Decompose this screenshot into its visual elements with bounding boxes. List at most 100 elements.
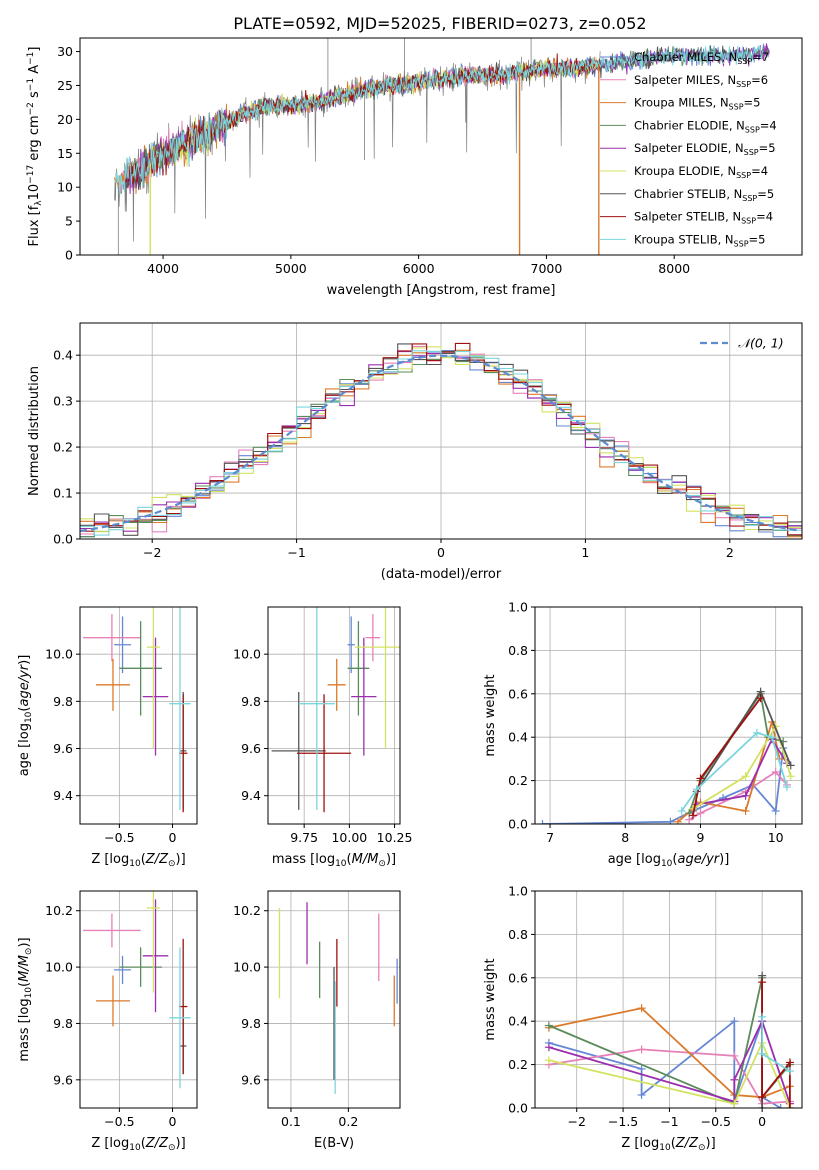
y-tick-label: 0 (65, 248, 73, 263)
x-tick-label: 0 (169, 830, 177, 845)
y-axis-label: Normed distribution (27, 366, 42, 496)
errorbar-point (327, 658, 346, 711)
x-tick-label: 8 (621, 830, 629, 845)
model-spectrum-line (114, 57, 598, 195)
weight-marker (730, 1099, 739, 1108)
errorbar-point (147, 891, 160, 993)
y-axis-label: mass weight (483, 958, 498, 1040)
x-tick-label: 10.00 (331, 830, 367, 845)
weight-marker (696, 774, 705, 783)
weight-marker (741, 806, 750, 815)
legend-label: Chabrier MILES, NSSP=7 (634, 50, 769, 66)
weight-marker (782, 783, 791, 792)
y-tick-label: 25 (57, 78, 73, 93)
errorbar-point (351, 637, 377, 756)
y-tick-label: 0.0 (53, 532, 73, 547)
y-tick-label: 9.8 (53, 694, 73, 709)
weight-marker (752, 728, 761, 737)
y-tick-label: 0.8 (508, 927, 528, 942)
errorbar-point (95, 658, 130, 711)
y-tick-label: 9.4 (53, 788, 73, 803)
x-axis-label: wavelength [Angstrom, rest frame] (327, 283, 556, 298)
plot-area (80, 342, 802, 538)
weight-marker (771, 767, 780, 776)
errorbar-point (95, 975, 130, 1027)
spectrum-panel: 4000 5000 6000 7000 8000 0 5 10 15 20 25 30 waveleng… (26, 37, 803, 298)
weight-marker (785, 1104, 794, 1108)
y-tick-label: 10.0 (233, 647, 261, 662)
weight-marker (756, 694, 765, 703)
errorbar-point (119, 947, 162, 987)
x-tick-label: 4000 (147, 261, 179, 276)
y-axis-label: Flux [fλ10−17 erg cm−2 s−1 A−1] (26, 47, 44, 247)
y-tick-label: 10 (57, 180, 73, 195)
model-spectrum-line (114, 44, 764, 195)
y-tick-label: 15 (57, 146, 73, 161)
x-axis-label: E(B-V) (314, 1136, 354, 1151)
weight-marker (758, 1012, 767, 1021)
errorbar-point (296, 694, 352, 813)
mass-vs-metallicity-panel: −0.5 0 9.6 9.8 10.0 10.2 Z [log10(Z/Z⊙)] mass [… (17, 890, 198, 1153)
errorbar-point (169, 607, 191, 810)
y-tick-label: 9.6 (241, 1072, 261, 1087)
x-tick-label: 7000 (531, 261, 563, 276)
weight-marker (637, 1064, 646, 1073)
x-axis-label: Z [log10(Z/Z⊙)] (621, 1136, 715, 1153)
y-tick-label: 9.8 (241, 694, 261, 709)
legend-label: Kroupa MILES, NSSP=5 (634, 96, 760, 112)
weight-marker (785, 1067, 794, 1076)
weight-marker (767, 733, 776, 742)
errorbar-point (142, 637, 169, 756)
x-tick-label: 5000 (275, 261, 307, 276)
gridlines (268, 607, 400, 824)
legend-label: Salpeter STELIB, NSSP=4 (634, 210, 773, 226)
axes-frame (267, 890, 401, 1109)
y-tick-label: 9.6 (241, 741, 261, 756)
legend-label: Salpeter ELODIE, NSSP=5 (634, 141, 776, 157)
residuals-panel: −2 −1 0 1 2 0.0 0.1 0.2 0.3 0.4 (data-model)/error… (27, 322, 803, 582)
y-tick-label: 0.2 (508, 1057, 528, 1072)
weight-marker (666, 817, 675, 824)
x-tick-label: 2 (726, 545, 734, 560)
weight-marker (538, 820, 547, 824)
x-tick-label: −1.5 (608, 1114, 638, 1129)
y-tick-label: 0.0 (508, 1101, 528, 1116)
x-axis-label: mass [log10(M/M⊙)] (272, 852, 396, 869)
x-axis-label: Z [log10(Z/Z⊙)] (91, 1136, 185, 1153)
x-tick-label: 1 (581, 545, 589, 560)
errorbar-point (147, 607, 160, 749)
weight-marker (785, 1058, 794, 1067)
weight-series-line (680, 731, 788, 812)
weight-marker (544, 1043, 553, 1052)
weight-marker (637, 1090, 646, 1099)
y-tick-label: 9.6 (53, 1072, 73, 1087)
errorbar-point (114, 616, 132, 674)
model-spectrum-line (124, 45, 751, 190)
errorbar-point (142, 899, 169, 1013)
y-tick-label: 10.2 (45, 903, 73, 918)
x-tick-label: −0.5 (104, 830, 134, 845)
plot-area (83, 891, 191, 1089)
errorbar-point (114, 955, 132, 984)
y-axis-label: mass [log10(M/M⊙)] (17, 937, 34, 1061)
axes-frame (79, 37, 803, 256)
weight-series-line (692, 724, 792, 810)
gridlines (535, 606, 802, 825)
gridlines (80, 607, 197, 824)
errorbar-point (169, 947, 191, 1089)
normal-reference-curve (80, 354, 800, 532)
weight-marker (771, 806, 780, 815)
gridlines (80, 891, 197, 1108)
x-tick-label: 10.25 (377, 830, 413, 845)
y-tick-label: 5 (65, 214, 73, 229)
plot-area (278, 902, 398, 1094)
axes-frame (79, 606, 198, 825)
errorbar-point (365, 614, 381, 662)
legend-label: Chabrier ELODIE, NSSP=4 (634, 118, 777, 134)
weight-marker (758, 978, 767, 987)
y-tick-label: 10.0 (45, 960, 73, 975)
y-tick-label: 0.4 (508, 730, 528, 745)
y-tick-label: 0.6 (508, 686, 528, 701)
weight-series-line (696, 737, 788, 806)
x-tick-label: −2 (568, 1114, 586, 1129)
